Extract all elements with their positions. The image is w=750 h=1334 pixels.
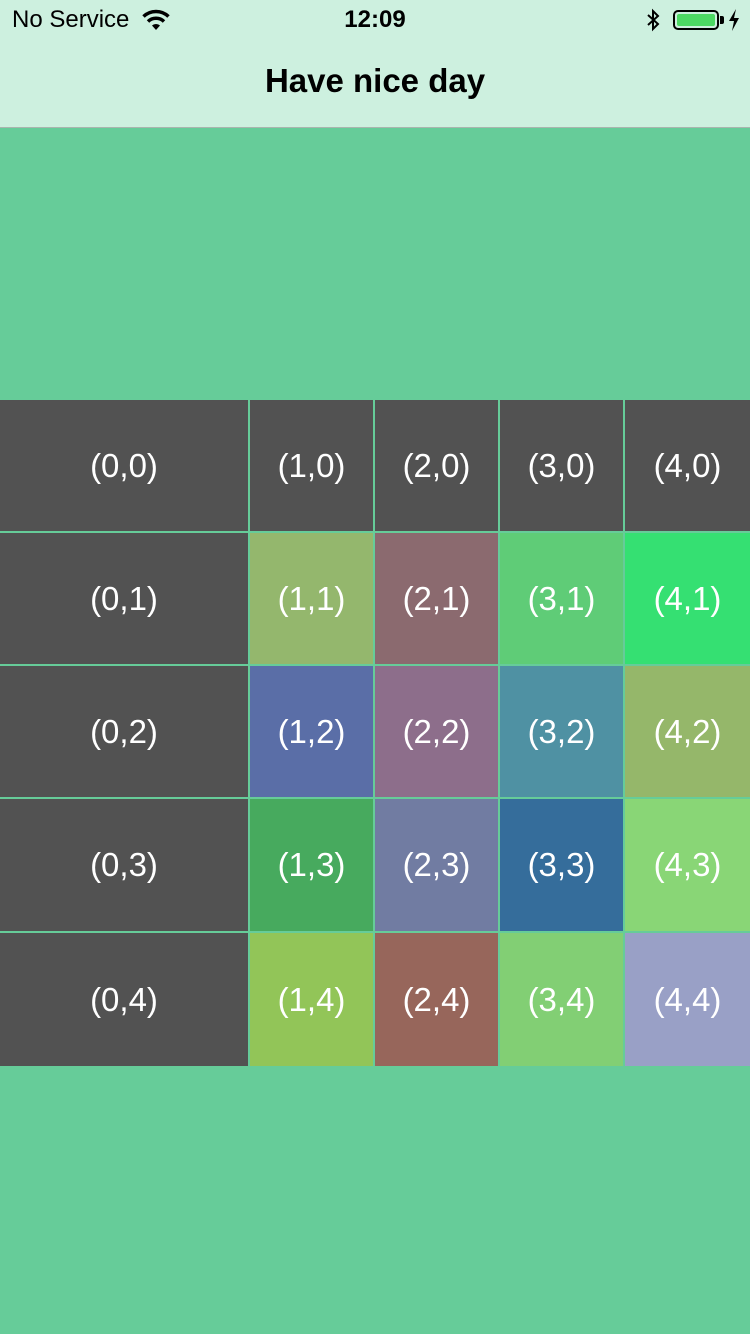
grid-cell[interactable]: (1,1) (250, 533, 373, 664)
battery-icon (673, 10, 719, 30)
grid-cell[interactable]: (2,3) (375, 799, 498, 931)
grid-cell[interactable]: (4,4) (625, 933, 750, 1066)
grid-cell[interactable]: (0,3) (0, 799, 248, 931)
grid-cell[interactable]: (2,4) (375, 933, 498, 1066)
cell-label: (4,2) (653, 712, 722, 750)
status-bar: No Service 12:09 (0, 0, 750, 40)
cell-label: (2,3) (402, 846, 471, 883)
grid-cell[interactable]: (0,0) (0, 400, 248, 531)
cell-label: (0,3) (90, 846, 158, 883)
bluetooth-icon (647, 8, 660, 32)
page-title: Have nice day (264, 62, 486, 99)
grid-cell[interactable]: (0,4) (0, 933, 248, 1066)
grid-cell[interactable]: (3,1) (500, 533, 623, 664)
grid-cell[interactable]: (2,0) (375, 400, 498, 531)
grid-cell[interactable]: (2,1) (375, 533, 498, 664)
cell-label: (2,4) (402, 980, 471, 1018)
grid-cell[interactable]: (3,3) (500, 799, 623, 931)
grid-cell[interactable]: (1,2) (250, 666, 373, 797)
cell-label: (0,2) (90, 712, 158, 750)
cell-label: (3,3) (527, 846, 596, 883)
cell-label: (1,4) (277, 980, 346, 1018)
battery-nub (720, 16, 724, 24)
cell-label: (2,1) (402, 579, 471, 617)
cell-label: (0,4) (90, 980, 158, 1018)
grid-cell[interactable]: (4,3) (625, 799, 750, 931)
status-left: No Service (12, 6, 171, 34)
cell-label: (3,1) (527, 579, 596, 617)
coordinate-grid: (0,0) (1,0) (2,0) (3,0) (4,0) (0,1) (1,1) (2,1)… (0, 400, 750, 1066)
cell-label: (1,2) (277, 712, 346, 750)
cell-label: (1,0) (277, 446, 346, 484)
battery-level (677, 14, 715, 26)
grid-cell[interactable]: (0,1) (0, 533, 248, 664)
grid-cell[interactable]: (4,0) (625, 400, 750, 531)
cell-label: (1,3) (277, 846, 346, 883)
grid-cell[interactable]: (1,4) (250, 933, 373, 1066)
grid-cell[interactable]: (0,2) (0, 666, 248, 797)
grid-cell[interactable]: (1,3) (250, 799, 373, 931)
grid-cell[interactable]: (4,2) (625, 666, 750, 797)
cell-label: (4,0) (653, 446, 722, 484)
cell-label: (3,4) (527, 980, 596, 1018)
grid-cell[interactable]: (3,2) (500, 666, 623, 797)
cell-label: (4,4) (653, 980, 722, 1018)
grid-cell[interactable]: (2,2) (375, 666, 498, 797)
cell-label: (0,0) (90, 446, 158, 484)
grid-cell[interactable]: (4,1) (625, 533, 750, 664)
cell-label: (0,1) (90, 579, 158, 617)
grid-cell[interactable]: (1,0) (250, 400, 373, 531)
status-right (645, 8, 740, 32)
navigation-bar: Have nice day (0, 40, 750, 128)
cell-label: (4,1) (653, 579, 722, 617)
grid-cell[interactable]: (3,0) (500, 400, 623, 531)
cell-label: (2,2) (402, 712, 471, 750)
cell-label: (3,2) (527, 712, 596, 750)
grid-cell[interactable]: (3,4) (500, 933, 623, 1066)
charging-bolt-icon (729, 9, 739, 31)
cell-label: (3,0) (527, 446, 596, 484)
wifi-icon (142, 9, 171, 30)
carrier-label: No Service (12, 6, 130, 33)
clock: 12:09 (344, 6, 406, 33)
cell-label: (1,1) (277, 579, 346, 617)
cell-label: (2,0) (402, 446, 471, 484)
cell-label: (4,3) (653, 846, 722, 883)
